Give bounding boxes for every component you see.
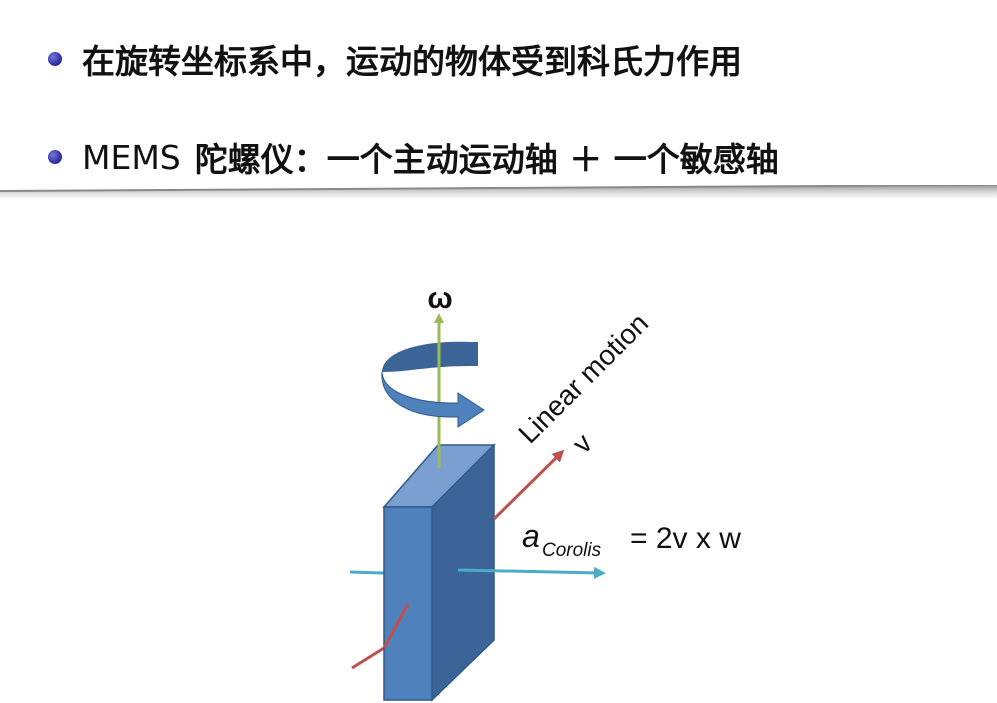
bullet-dot-icon	[48, 52, 62, 66]
coriolis-formula: a Corolis = 2v x w	[522, 518, 741, 561]
bullet-dot-icon	[48, 150, 62, 164]
bullet-item-mems: MEMS 陀螺仪：一个主动运动轴 ＋ 一个敏感轴	[48, 135, 779, 179]
coriolis-equation: = 2v x w	[630, 522, 741, 555]
velocity-axis-back	[351, 646, 385, 670]
block-front-face	[383, 506, 433, 701]
rotation-arrow-icon	[381, 371, 485, 428]
velocity-arrow	[492, 449, 565, 521]
coriolis-arrow	[457, 566, 606, 579]
header-divider	[0, 185, 997, 199]
bullet-item-coriolis: 在旋转坐标系中，运动的物体受到科氏力作用	[48, 37, 742, 81]
bullet-text: 在旋转坐标系中，运动的物体受到科氏力作用	[82, 42, 742, 81]
velocity-axis-through-block	[382, 603, 410, 649]
bullet-lead-text: MEMS	[82, 137, 181, 177]
rotation-arrow-back	[382, 341, 478, 372]
omega-label: ω	[427, 282, 452, 315]
velocity-label: v	[566, 427, 598, 459]
linear-motion-label: Linear motion	[512, 307, 654, 449]
coriolis-subscript: Corolis	[542, 540, 602, 561]
proof-mass-block	[382, 443, 496, 702]
coriolis-axis-back	[349, 570, 385, 575]
bullet-text: 陀螺仪：一个主动运动轴 ＋ 一个敏感轴	[194, 140, 779, 179]
coriolis-symbol: a	[522, 518, 540, 554]
